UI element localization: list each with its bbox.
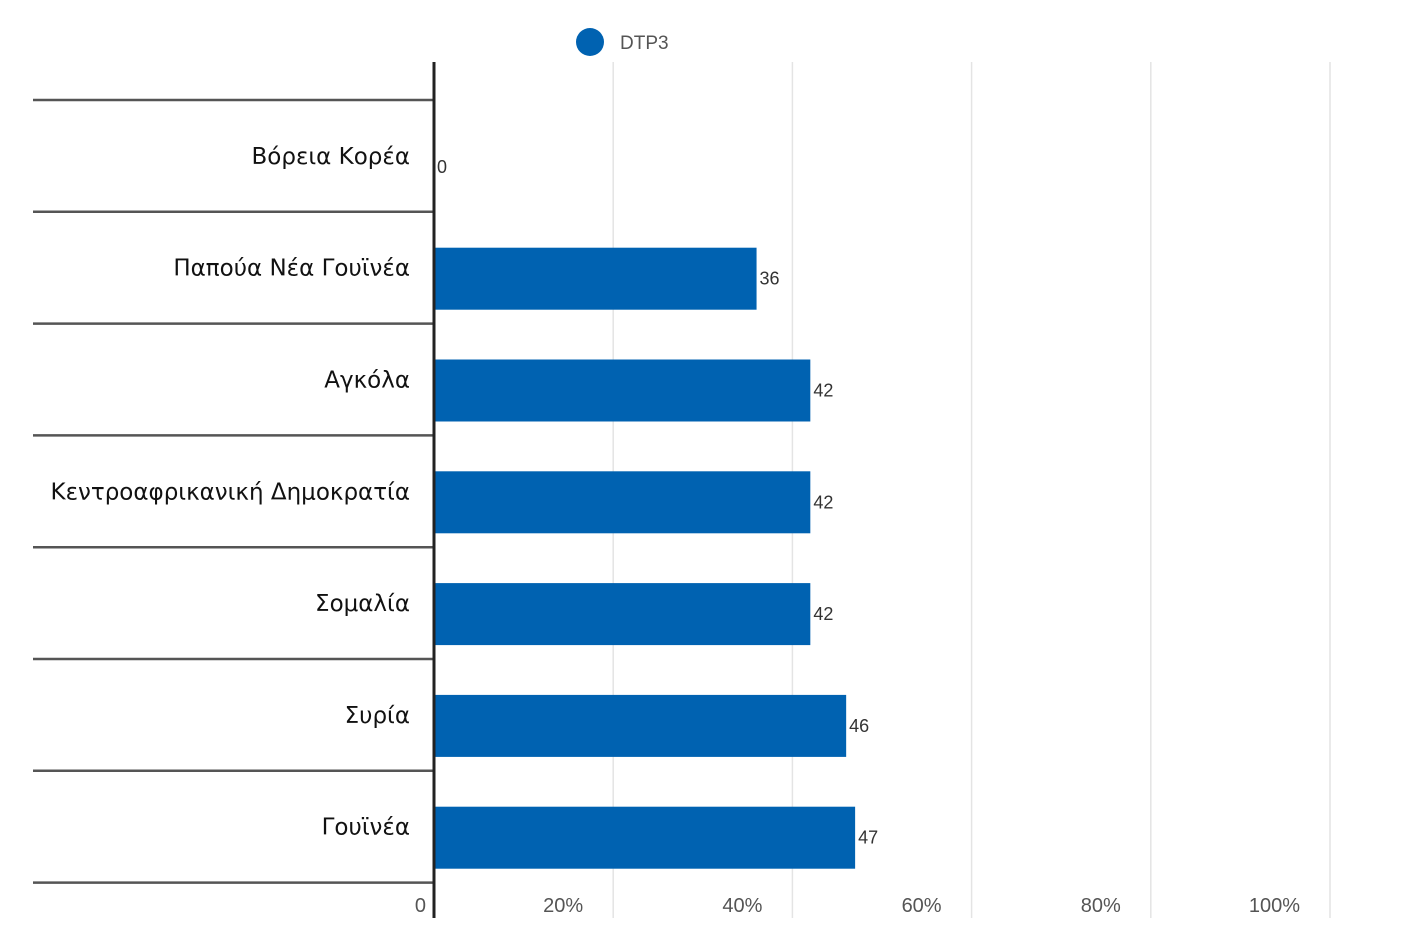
x-axis-ticks: 0 20% 40% 60% 80% 100% [415,895,1300,917]
category-label-1: Παπούα Νέα Γουϊνέα [173,256,410,282]
category-label-6: Γουϊνέα [322,815,410,841]
legend: DTP3 [576,28,669,56]
legend-label-dtp3: DTP3 [620,33,669,54]
category-label-0: Βόρεια Κορέα [252,144,410,170]
category-label-5: Συρία [345,703,410,729]
bar-3 [434,471,811,534]
legend-swatch-dtp3 [576,28,604,56]
bar-6 [434,806,856,869]
x-tick-label-3: 60% [902,895,942,917]
data-label-1: 36 [760,269,780,289]
gridlines [612,62,1331,918]
bars [434,247,856,869]
category-label-2: Αγκόλα [324,368,410,394]
category-label-3: Κεντροαφρικανική Δημοκρατία [50,479,410,505]
data-label-2: 42 [813,381,833,401]
x-tick-label-4: 80% [1081,895,1121,917]
category-label-4: Σομαλία [315,591,410,617]
data-label-0: 0 [437,157,447,177]
data-label-5: 46 [849,716,869,736]
x-tick-label-5: 100% [1249,895,1300,917]
bar-4 [434,583,811,646]
category-labels: Βόρεια Κορέα Παπούα Νέα Γουϊνέα Αγκόλα Κεντ… [50,144,410,841]
x-tick-label-1: 20% [543,895,583,917]
data-label-3: 42 [813,492,833,512]
category-separators [33,98,434,884]
bar-1 [434,247,757,310]
data-label-4: 42 [813,604,833,624]
bar-5 [434,694,847,757]
data-label-6: 47 [858,828,878,848]
x-tick-label-2: 40% [722,895,762,917]
data-labels: 0 36 42 42 42 46 47 [437,157,878,848]
bar-2 [434,359,811,422]
x-tick-label-0: 0 [415,895,426,917]
